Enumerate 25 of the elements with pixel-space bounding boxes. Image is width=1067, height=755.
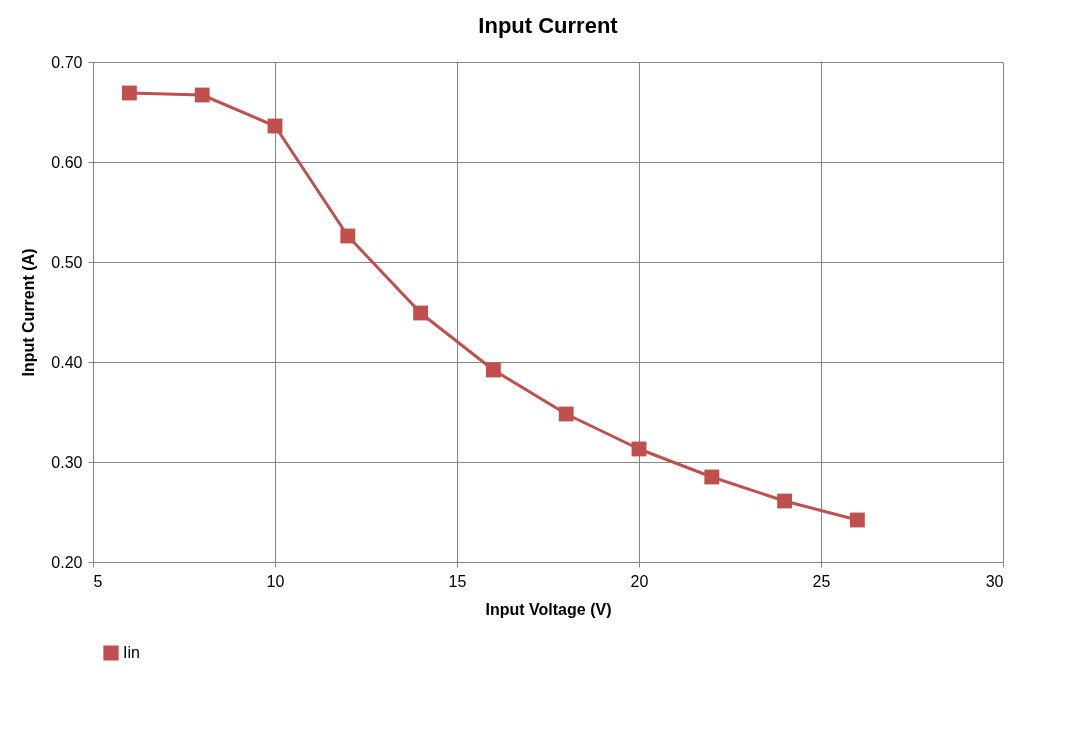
y-tick-label: 0.20: [51, 553, 83, 571]
y-tick-label: 0.70: [51, 53, 83, 71]
x-tick-label: 5: [93, 572, 103, 590]
point: [413, 305, 429, 321]
point: [485, 362, 501, 378]
point: [849, 512, 865, 528]
y-tick-label: 0.60: [51, 153, 83, 171]
chart-title: Input Current: [478, 13, 619, 38]
y-tick-label: 0.50: [51, 253, 83, 271]
y-tick-label: 0.30: [51, 453, 83, 471]
point: [121, 85, 137, 101]
point: [194, 87, 210, 103]
legend-label: Iin: [123, 644, 140, 661]
x-axis-title: Input Voltage (V): [485, 600, 612, 618]
x-tick-label: 30: [985, 572, 1004, 590]
point: [340, 228, 356, 244]
x-tick-label: 25: [812, 572, 831, 590]
y-axis-title: Input Current (A): [20, 248, 38, 377]
point: [558, 406, 574, 422]
x-tick-label: 10: [266, 572, 285, 590]
x-tick-label: 20: [630, 572, 649, 590]
y-tick-label: 0.40: [51, 353, 83, 371]
x-tick-label: 15: [448, 572, 467, 590]
point: [704, 469, 720, 485]
point: [777, 493, 793, 509]
